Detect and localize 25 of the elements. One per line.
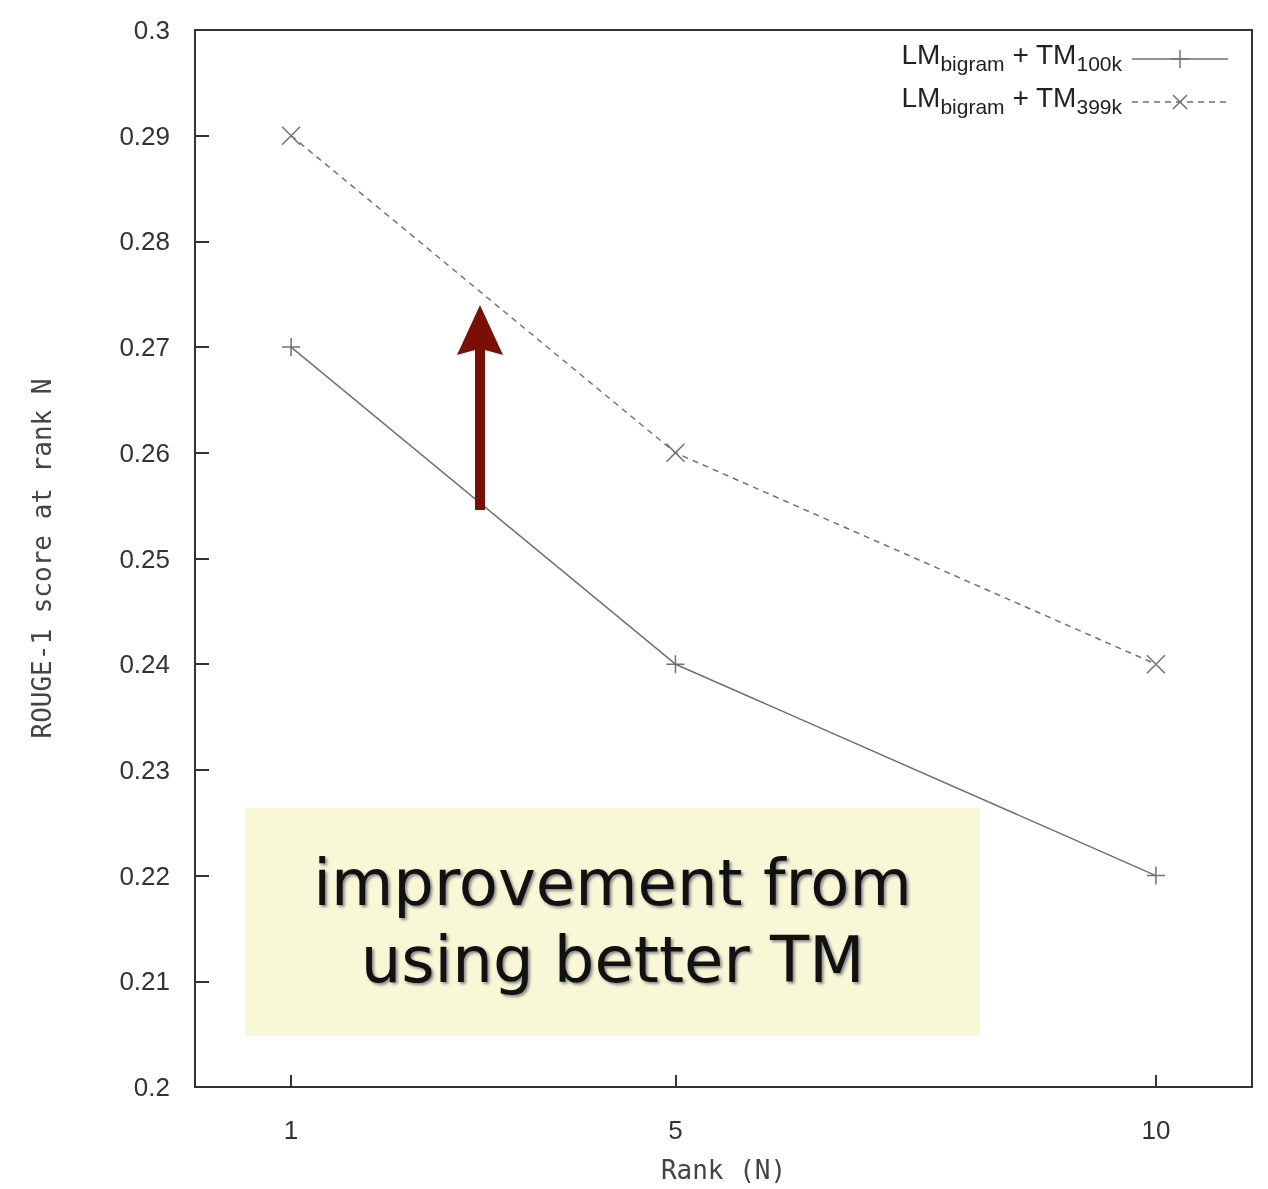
legend-label: LM$_{bigram}$ + TM$_{100k}$ <box>901 38 1122 77</box>
y-tick-label: 0.22 <box>119 860 170 891</box>
point <box>281 125 301 146</box>
point <box>665 654 686 674</box>
y-tick-label: 0.2 <box>133 1072 170 1102</box>
y-tick-label: 0.21 <box>119 966 170 997</box>
legend-label: LM$_{bigram}$ + TM$_{399k}$ <box>901 80 1122 120</box>
y-tick-label: 0.23 <box>119 754 170 785</box>
point <box>281 337 301 357</box>
y-tick-label: 0.24 <box>119 649 170 680</box>
point <box>1146 865 1166 886</box>
x-tick-label: 5 <box>668 1115 683 1145</box>
y-tick-label: 0.27 <box>119 332 170 363</box>
x-axis-title: Rank (N) <box>660 1155 787 1185</box>
y-tick-label: 0.25 <box>119 543 170 574</box>
point <box>665 443 686 463</box>
y-axis-title: ROUGE-1 score at rank N <box>27 378 57 739</box>
y-tick-label: 0.29 <box>119 120 170 151</box>
point <box>1146 654 1166 674</box>
y-tick-label: 0.3 <box>133 15 170 45</box>
x-tick-label: 10 <box>1141 1115 1171 1145</box>
y-tick-label: 0.28 <box>119 226 170 257</box>
annotation: improvement from using better TM <box>245 808 980 1036</box>
y-tick-label: 0.26 <box>119 437 170 468</box>
x-tick-label: 1 <box>283 1115 299 1145</box>
